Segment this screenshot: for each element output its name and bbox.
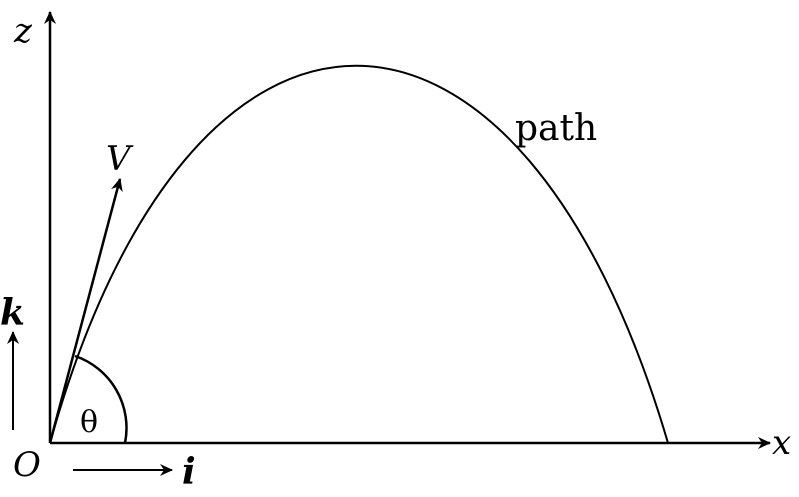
velocity-label: V	[106, 139, 134, 179]
angle-label: θ	[80, 405, 98, 440]
origin-label: O	[13, 445, 41, 485]
velocity-vector	[48, 178, 123, 444]
path-label: path	[515, 108, 597, 149]
unit-i-label: i	[182, 451, 196, 493]
x-axis-label: x	[772, 423, 791, 463]
z-axis-label: z	[13, 11, 33, 51]
unit-k-label: k	[0, 292, 25, 334]
angle-arc	[74, 354, 128, 444]
trajectory-path	[49, 64, 669, 444]
